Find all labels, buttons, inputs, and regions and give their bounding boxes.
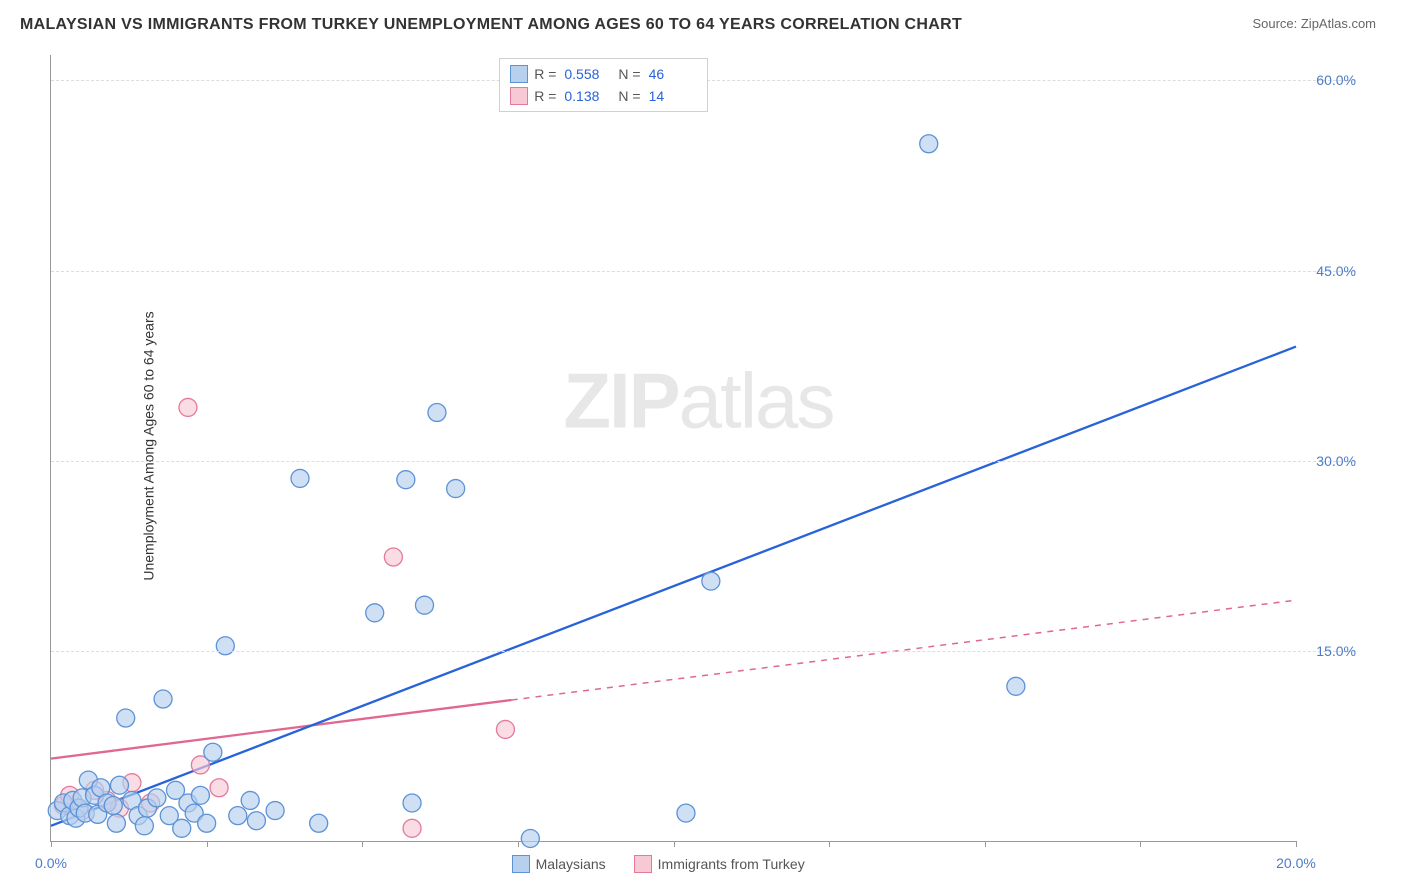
gridline-h bbox=[51, 651, 1356, 652]
r-label-2: R = bbox=[534, 88, 556, 104]
data-point bbox=[416, 596, 434, 614]
data-point bbox=[291, 469, 309, 487]
n-value-malaysians: 46 bbox=[649, 66, 697, 82]
x-tick bbox=[362, 841, 363, 847]
data-point bbox=[204, 743, 222, 761]
data-point bbox=[198, 814, 216, 832]
data-point bbox=[1007, 677, 1025, 695]
data-point bbox=[521, 829, 539, 847]
n-label: N = bbox=[618, 66, 640, 82]
data-point bbox=[266, 802, 284, 820]
chart-title: MALAYSIAN VS IMMIGRANTS FROM TURKEY UNEM… bbox=[20, 16, 962, 34]
legend: Malaysians Immigrants from Turkey bbox=[512, 855, 805, 873]
data-point bbox=[241, 791, 259, 809]
data-point bbox=[210, 779, 228, 797]
gridline-h bbox=[51, 461, 1356, 462]
swatch-turkey bbox=[510, 87, 528, 105]
x-tick bbox=[518, 841, 519, 847]
data-point bbox=[179, 398, 197, 416]
data-point bbox=[110, 776, 128, 794]
n-label-2: N = bbox=[618, 88, 640, 104]
data-point bbox=[677, 804, 695, 822]
legend-swatch-malaysians bbox=[512, 855, 530, 873]
data-point bbox=[247, 812, 265, 830]
stats-row-turkey: R = 0.138 N = 14 bbox=[510, 85, 696, 107]
swatch-malaysians bbox=[510, 65, 528, 83]
data-point bbox=[310, 814, 328, 832]
trend-line bbox=[51, 347, 1296, 826]
y-tick-label: 15.0% bbox=[1316, 643, 1356, 659]
r-value-malaysians: 0.558 bbox=[564, 66, 612, 82]
legend-label-malaysians: Malaysians bbox=[536, 856, 606, 872]
x-tick bbox=[51, 841, 52, 847]
source-label: Source: ZipAtlas.com bbox=[1252, 16, 1376, 31]
data-point bbox=[154, 690, 172, 708]
x-tick bbox=[1140, 841, 1141, 847]
data-point bbox=[104, 797, 122, 815]
x-tick bbox=[1296, 841, 1297, 847]
data-point bbox=[173, 819, 191, 837]
chart-plot-area: ZIPatlas R = 0.558 N = 46 R = 0.138 N = … bbox=[50, 55, 1296, 842]
data-point bbox=[117, 709, 135, 727]
scatter-svg bbox=[51, 55, 1296, 841]
data-point bbox=[107, 814, 125, 832]
y-tick-label: 60.0% bbox=[1316, 72, 1356, 88]
legend-label-turkey: Immigrants from Turkey bbox=[658, 856, 805, 872]
data-point bbox=[397, 471, 415, 489]
x-tick-label: 20.0% bbox=[1276, 855, 1316, 871]
data-point bbox=[702, 572, 720, 590]
data-point bbox=[403, 794, 421, 812]
stats-row-malaysians: R = 0.558 N = 46 bbox=[510, 63, 696, 85]
x-tick bbox=[674, 841, 675, 847]
x-tick bbox=[207, 841, 208, 847]
y-tick-label: 45.0% bbox=[1316, 263, 1356, 279]
legend-swatch-turkey bbox=[634, 855, 652, 873]
data-point bbox=[135, 817, 153, 835]
data-point bbox=[447, 480, 465, 498]
r-value-turkey: 0.138 bbox=[564, 88, 612, 104]
data-point bbox=[229, 807, 247, 825]
gridline-h bbox=[51, 271, 1356, 272]
data-point bbox=[428, 404, 446, 422]
data-point bbox=[496, 720, 514, 738]
data-point bbox=[216, 637, 234, 655]
trend-line bbox=[51, 700, 512, 759]
x-tick-label: 0.0% bbox=[35, 855, 67, 871]
data-point bbox=[148, 789, 166, 807]
x-tick bbox=[829, 841, 830, 847]
data-point bbox=[366, 604, 384, 622]
legend-item-turkey: Immigrants from Turkey bbox=[634, 855, 805, 873]
correlation-stats-box: R = 0.558 N = 46 R = 0.138 N = 14 bbox=[499, 58, 707, 112]
data-point bbox=[384, 548, 402, 566]
data-point bbox=[920, 135, 938, 153]
n-value-turkey: 14 bbox=[649, 88, 697, 104]
data-point bbox=[403, 819, 421, 837]
data-point bbox=[191, 786, 209, 804]
y-tick-label: 30.0% bbox=[1316, 453, 1356, 469]
r-label: R = bbox=[534, 66, 556, 82]
legend-item-malaysians: Malaysians bbox=[512, 855, 606, 873]
x-tick bbox=[985, 841, 986, 847]
